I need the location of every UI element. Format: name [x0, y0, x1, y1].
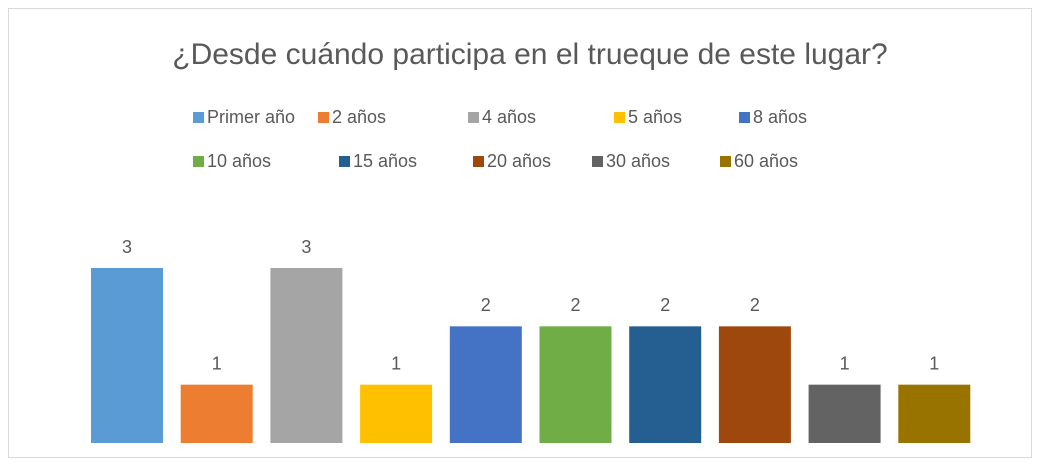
data-label: 3: [301, 237, 311, 257]
data-label: 2: [481, 295, 491, 315]
data-label: 2: [570, 295, 580, 315]
data-label: 2: [660, 295, 670, 315]
legend-label: 4 años: [482, 107, 536, 127]
legend-swatch: [720, 156, 731, 167]
bar: [449, 326, 522, 443]
data-label: 3: [122, 237, 132, 257]
chart-title: ¿Desde cuándo participa en el trueque de…: [172, 38, 887, 71]
legend-swatch: [592, 156, 603, 167]
bar: [180, 384, 253, 443]
legend-swatch: [473, 156, 484, 167]
legend-label: 10 años: [207, 151, 271, 171]
bar: [718, 326, 791, 443]
legend-label: 5 años: [628, 107, 682, 127]
bar: [360, 384, 433, 443]
data-label: 2: [750, 295, 760, 315]
bar: [539, 326, 612, 443]
legend-label: 8 años: [753, 107, 807, 127]
legend-swatch: [739, 112, 750, 123]
legend-label: 60 años: [734, 151, 798, 171]
bar: [898, 384, 971, 443]
legend-swatch: [468, 112, 479, 123]
legend-swatch: [193, 156, 204, 167]
data-label: 1: [212, 353, 222, 373]
bar: [91, 268, 163, 443]
legend-label: 30 años: [606, 151, 670, 171]
legend-swatch: [318, 112, 329, 123]
legend-swatch: [339, 156, 350, 167]
legend-label: 2 años: [332, 107, 386, 127]
data-label: 1: [840, 353, 850, 373]
legend-swatch: [614, 112, 625, 123]
data-label: 1: [391, 353, 401, 373]
bar: [629, 326, 702, 443]
legend-swatch: [193, 112, 204, 123]
bar: [270, 268, 343, 443]
data-label: 1: [929, 353, 939, 373]
legend-label: Primer año: [207, 107, 295, 127]
bar: [808, 384, 881, 443]
legend-label: 15 años: [353, 151, 417, 171]
legend-label: 20 años: [487, 151, 551, 171]
